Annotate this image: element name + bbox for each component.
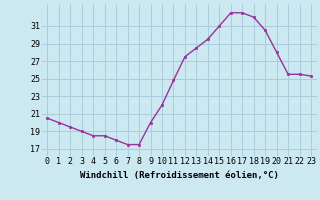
- X-axis label: Windchill (Refroidissement éolien,°C): Windchill (Refroidissement éolien,°C): [80, 171, 279, 180]
